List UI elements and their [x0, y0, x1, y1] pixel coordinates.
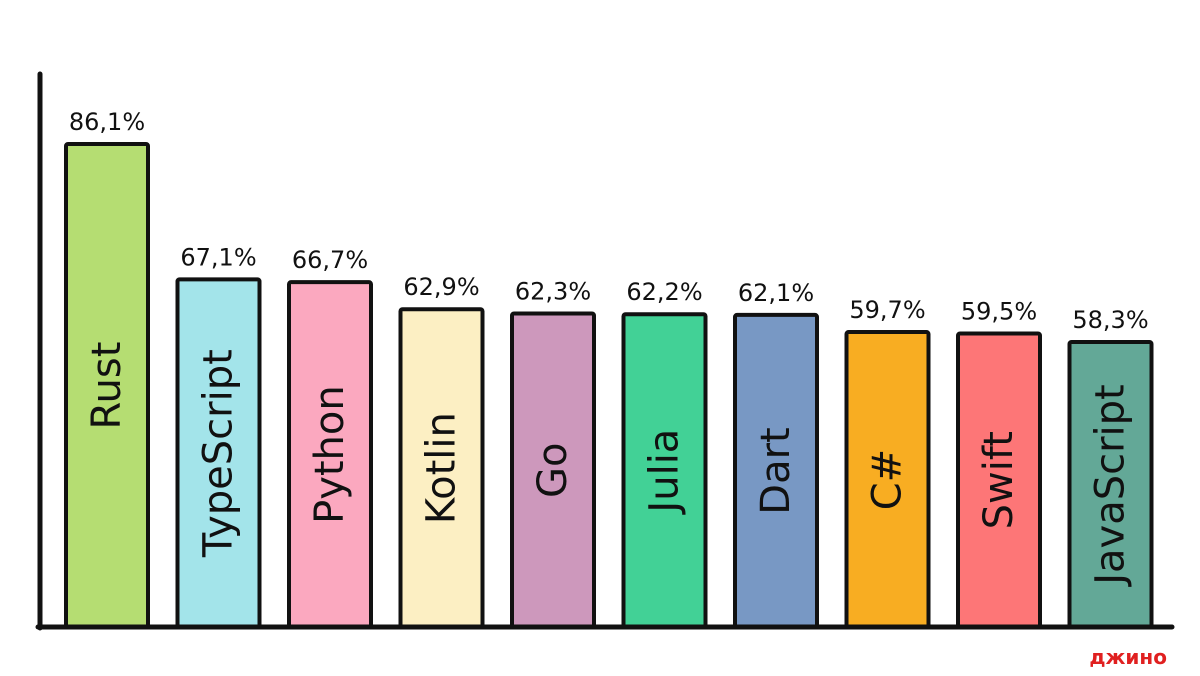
category-label: Rust [84, 342, 130, 430]
value-label: 62,1% [738, 279, 814, 307]
value-label: 58,3% [1072, 306, 1148, 334]
value-label: 62,9% [403, 273, 479, 301]
category-label: Go [530, 443, 576, 498]
category-label: Dart [753, 427, 799, 514]
value-label: 86,1% [69, 108, 145, 136]
category-label: Kotlin [419, 412, 465, 524]
category-label: JavaScript [1088, 384, 1134, 588]
value-label: 66,7% [292, 246, 368, 274]
category-label: C# [865, 449, 911, 510]
value-label: 62,2% [626, 278, 702, 306]
category-label: Swift [976, 431, 1022, 529]
value-label: 59,5% [961, 297, 1037, 325]
value-label: 59,7% [849, 296, 925, 324]
category-label: Python [307, 385, 353, 524]
category-label: Julia [642, 429, 688, 516]
bars-group: 86,1% Rust 67,1% TypeScript 66,7% Python 62,9%… [64, 108, 1154, 629]
category-label: TypeScript [196, 349, 242, 558]
brand-logo-text: джино [1089, 645, 1167, 669]
value-label: 67,1% [180, 243, 256, 271]
value-label: 62,3% [515, 278, 591, 306]
